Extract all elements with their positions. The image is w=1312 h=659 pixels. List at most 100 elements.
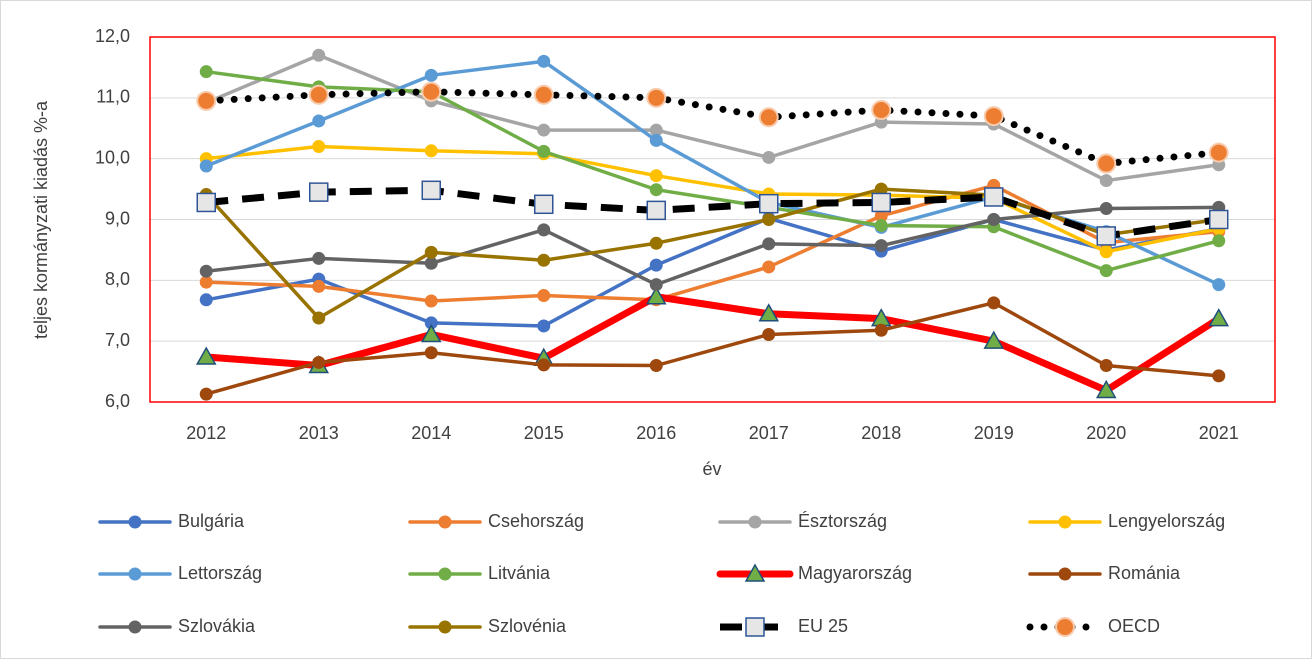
marker (199, 387, 213, 401)
marker (537, 123, 551, 137)
legend-marker (744, 563, 766, 582)
legend-label: Szlovénia (488, 616, 567, 636)
marker (984, 187, 1004, 207)
marker (646, 87, 667, 108)
marker (983, 330, 1005, 349)
marker (762, 260, 776, 274)
marker (420, 323, 442, 343)
marker (1099, 202, 1113, 216)
series-line (205, 186, 1220, 240)
marker (871, 192, 891, 213)
marker (312, 48, 326, 62)
marker (649, 359, 663, 372)
marker (199, 65, 213, 79)
x-tick-label: 2017 (749, 423, 789, 443)
x-tick-label: 2019 (974, 423, 1014, 443)
legend-label: EU 25 (798, 616, 848, 636)
series-line (204, 301, 1221, 396)
marker (424, 294, 438, 308)
marker (649, 236, 663, 250)
series-line (204, 144, 1221, 254)
marker (196, 192, 216, 213)
marker (1095, 379, 1117, 399)
marker (312, 114, 326, 128)
marker (1212, 369, 1226, 383)
legend-marker (1058, 567, 1072, 581)
marker (649, 183, 663, 197)
marker (649, 133, 663, 147)
marker (537, 223, 551, 237)
y-tick-label: 6,0 (105, 391, 130, 411)
marker (199, 264, 213, 278)
marker (312, 140, 326, 153)
y-axis-title: teljes kormányzati kiadás %-a (31, 100, 51, 339)
y-tick-label: 12,0 (95, 26, 130, 46)
legend-marker (128, 620, 142, 634)
series-line (204, 69, 1221, 273)
marker (309, 182, 329, 202)
marker (762, 213, 776, 226)
series-line (204, 53, 1221, 183)
y-tick-label: 7,0 (105, 330, 130, 350)
marker (1209, 209, 1229, 230)
marker (649, 258, 663, 272)
marker (421, 81, 442, 102)
marker (987, 213, 1001, 226)
marker (424, 144, 438, 158)
marker (983, 106, 1004, 127)
marker (1096, 226, 1116, 246)
x-tick-label: 2021 (1199, 423, 1239, 443)
marker (874, 239, 888, 253)
marker (1099, 264, 1113, 278)
x-tick-label: 2020 (1086, 423, 1126, 443)
legend-marker (438, 620, 452, 634)
legend-label: Románia (1108, 563, 1181, 583)
y-tick-label: 11,0 (96, 87, 130, 107)
marker (1099, 359, 1113, 372)
legend-label: Magyarország (798, 563, 912, 583)
x-tick-label: 2018 (861, 423, 901, 443)
x-tick-label: 2012 (186, 423, 226, 443)
marker (987, 296, 1001, 310)
legend-label: Észtország (798, 511, 887, 531)
marker (649, 278, 663, 292)
marker (199, 293, 213, 307)
x-axis-title: év (702, 459, 721, 479)
legend-label: Lettország (178, 563, 262, 583)
x-tick-label: 2015 (524, 423, 564, 443)
legend-marker (748, 515, 762, 529)
series-line (202, 293, 1223, 394)
marker (1099, 245, 1113, 259)
x-tick-label: 2016 (636, 423, 676, 443)
marker (424, 245, 438, 259)
marker (759, 193, 779, 214)
marker (537, 144, 551, 158)
marker (534, 194, 554, 215)
marker (762, 150, 776, 164)
plot-area-border (149, 36, 1276, 403)
marker (1099, 174, 1113, 188)
legend-label: Lengyelország (1108, 511, 1225, 531)
legend-label: Csehország (488, 511, 584, 531)
x-tick-label: 2013 (299, 423, 339, 443)
marker (424, 68, 438, 82)
y-tick-label: 10,0 (95, 147, 130, 167)
marker (537, 253, 551, 267)
legend-marker (745, 617, 765, 637)
legend-marker (128, 515, 142, 529)
marker (312, 311, 326, 325)
legend-marker (128, 567, 142, 581)
marker (195, 346, 217, 365)
marker (646, 200, 666, 221)
marker (758, 303, 780, 322)
marker (196, 90, 217, 111)
marker (871, 100, 892, 120)
legend-marker (1055, 617, 1075, 637)
marker (874, 323, 888, 337)
marker (762, 327, 776, 341)
legend-label: Szlovákia (178, 616, 256, 636)
marker (537, 289, 551, 303)
legend-marker (438, 515, 452, 529)
